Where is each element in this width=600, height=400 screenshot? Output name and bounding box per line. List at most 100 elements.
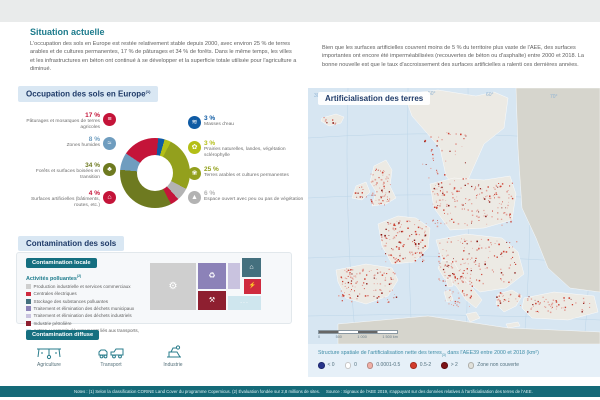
label-description: Prairies naturelles, landes, végétation …: [204, 147, 286, 159]
non-covered-land: [337, 87, 600, 345]
label-description: Masses d'eau: [204, 122, 235, 127]
note-ref-2: (2): [76, 274, 82, 278]
legend-dot-icon: [441, 362, 448, 369]
treemap-others: ...: [228, 296, 261, 310]
scale-label-500: 500: [335, 335, 342, 339]
gear-icon: ⚙: [168, 281, 178, 292]
europe-map-svg: 30°40°50°60°70°: [307, 87, 600, 345]
intro-paragraph-left: L'occupation des sols en Europe est rest…: [30, 41, 297, 73]
section-title-occupation-label: Occupation des sols en Europe: [26, 89, 146, 99]
label-text: 4 % Surfaces artificielles (bâtiments, ro…: [16, 190, 100, 210]
land-cover-label-terres-arables: ❀ 25 % Terres arables et cultures permanen…: [188, 166, 306, 180]
footer-notes: Notes : (1) Selon la classification CORI…: [74, 389, 320, 394]
legend-item-label: Production industrielle et services comm…: [33, 283, 131, 289]
legend-color-swatch: [26, 299, 31, 304]
map-legend-title-text: Structure spatiale de l'artificialisatio…: [318, 350, 442, 356]
scale-label-1000: 1 000: [357, 335, 367, 339]
treemap-storage: ⌂: [242, 258, 261, 277]
label-description: Espace ouvert avec peu ou pas de végétat…: [204, 197, 304, 202]
polluting-activity-item: Centrales électriques: [26, 291, 148, 297]
label-description: Pâturages et mosaïques de terres agricol…: [26, 119, 100, 131]
water-icon: ≋: [188, 116, 201, 129]
scale-bar-segments: [318, 330, 398, 334]
land-cover-label-masses-eau: ≋ 3 % Masses d'eau: [188, 115, 306, 129]
europe-map: 30°40°50°60°70°: [307, 87, 600, 345]
polluting-activity-item: Industrie pétrolière: [26, 321, 148, 327]
map-legend-item-label: Zone non couverte: [477, 362, 519, 369]
treemap-power-plants: ⚡: [244, 279, 261, 294]
treemap-municipal-waste: ♻: [198, 263, 226, 289]
top-band: [0, 0, 600, 22]
polluting-activity-item: Traitement et élimination des déchets mu…: [26, 306, 148, 312]
land-cover-label-espace-ouvert: ▲ 6 % Espace ouvert avec peu ou pas de vég…: [188, 190, 306, 204]
legend-color-swatch: [26, 291, 31, 297]
legend-color-swatch: [26, 306, 31, 311]
open-space-icon: ▲: [188, 191, 201, 204]
legend-dot-icon: [344, 362, 352, 369]
label-text: 8 % Zones humides: [16, 136, 100, 149]
polluting-activity-item: Production industrielle et services comm…: [26, 284, 148, 290]
warehouse-icon: ⌂: [249, 264, 254, 271]
legend-dot-icon: [467, 362, 475, 369]
diffuse-industry-label: Industrie: [163, 362, 183, 368]
map-legend-items: < 0 0 0.0001-0.5 0.5-2 > 2 Zone non couverte: [318, 362, 590, 369]
svg-text:30°: 30°: [314, 93, 322, 99]
map-scale-bar: 0 500 1 000 1 500 km: [318, 330, 398, 339]
footer-source: Source : Signaux de l'AEE 2019, s'appuya…: [326, 389, 533, 394]
diffuse-industry: Industrie: [150, 344, 196, 368]
diffuse-agriculture: Agriculture: [26, 344, 72, 368]
map-legend-title: Structure spatiale de l'artificialisatio…: [318, 350, 590, 357]
map-legend-item: > 2: [441, 362, 458, 369]
label-percentage: 3 %: [204, 115, 216, 122]
map-legend: Structure spatiale de l'artificialisatio…: [308, 344, 600, 377]
land-cover-label-surfaces-artificielles: 4 % Surfaces artificielles (bâtiments, ro…: [16, 190, 116, 210]
land-cover-donut-chart: [120, 138, 190, 208]
polluting-activity-item: Traitement et élimination des déchets in…: [26, 313, 148, 319]
map-legend-item: 0: [344, 362, 357, 369]
map-legend-item-label: > 2: [450, 362, 458, 369]
legend-item-label: Traitement et élimination des déchets in…: [33, 313, 132, 319]
polluting-activity-item: Stockage des substances polluantes: [26, 299, 148, 305]
polluting-activities-title: Activités polluantes(2): [26, 274, 148, 282]
land-cover-label-forets: 34 % Forêts et surfaces boisées en transi…: [16, 162, 116, 182]
diffuse-sources-row: Agriculture Transport Industrie: [26, 344, 196, 368]
page-title: Situation actuelle: [30, 27, 105, 37]
label-text: 25 % Terres arables et cultures permanent…: [204, 166, 306, 179]
polluting-activities-title-label: Activités polluantes: [26, 275, 77, 282]
map-legend-item: 0.0001-0.5: [366, 362, 400, 369]
label-description: Surfaces artificielles (bâtiments, route…: [30, 197, 100, 209]
legend-item-label: Traitement et élimination des déchets mu…: [33, 305, 135, 311]
intro-paragraph-right: Bien que les surfaces artificielles couv…: [322, 45, 584, 68]
legend-dot-icon: [366, 362, 374, 369]
wetland-icon: ≈: [103, 137, 116, 150]
legend-item-label: Industrie pétrolière: [33, 320, 72, 326]
label-percentage: 17 %: [85, 112, 100, 119]
ellipsis-icon: ...: [240, 298, 249, 305]
legend-color-swatch: [26, 284, 31, 289]
note-ref-3: (3): [441, 353, 446, 358]
crop-icon: ❀: [188, 167, 201, 180]
land-cover-label-paturages: 17 % Pâturages et mosaïques de terres agr…: [16, 112, 116, 132]
label-percentage: 6 %: [204, 190, 216, 197]
legend-color-swatch: [26, 321, 31, 326]
map-legend-item: < 0: [318, 362, 335, 369]
svg-text:60°: 60°: [486, 92, 494, 98]
footer-bar: [0, 386, 600, 397]
legend-color-swatch: [26, 313, 31, 319]
map-legend-item: Zone non couverte: [467, 362, 519, 369]
scale-label-0: 0: [318, 335, 321, 339]
note-ref-1: (1): [145, 89, 151, 94]
lightning-icon: ⚡: [248, 283, 257, 289]
label-percentage: 3 %: [204, 140, 216, 147]
map-legend-item-label: 0: [354, 362, 357, 369]
diffuse-transport-label: Transport: [100, 362, 122, 368]
section-title-occupation: Occupation des sols en Europe(1): [18, 86, 159, 102]
label-text: 6 % Espace ouvert avec peu ou pas de végé…: [204, 190, 306, 203]
diffuse-agriculture-label: Agriculture: [37, 362, 61, 368]
legend-dot-icon: [410, 362, 417, 369]
label-percentage: 8 %: [88, 136, 100, 143]
pasture-icon: ≡: [103, 113, 116, 126]
contamination-treemap: ⚙ ♻ ⚒ ⌂ ⚡ ...: [150, 258, 262, 316]
label-description: Zones humides: [66, 143, 100, 148]
